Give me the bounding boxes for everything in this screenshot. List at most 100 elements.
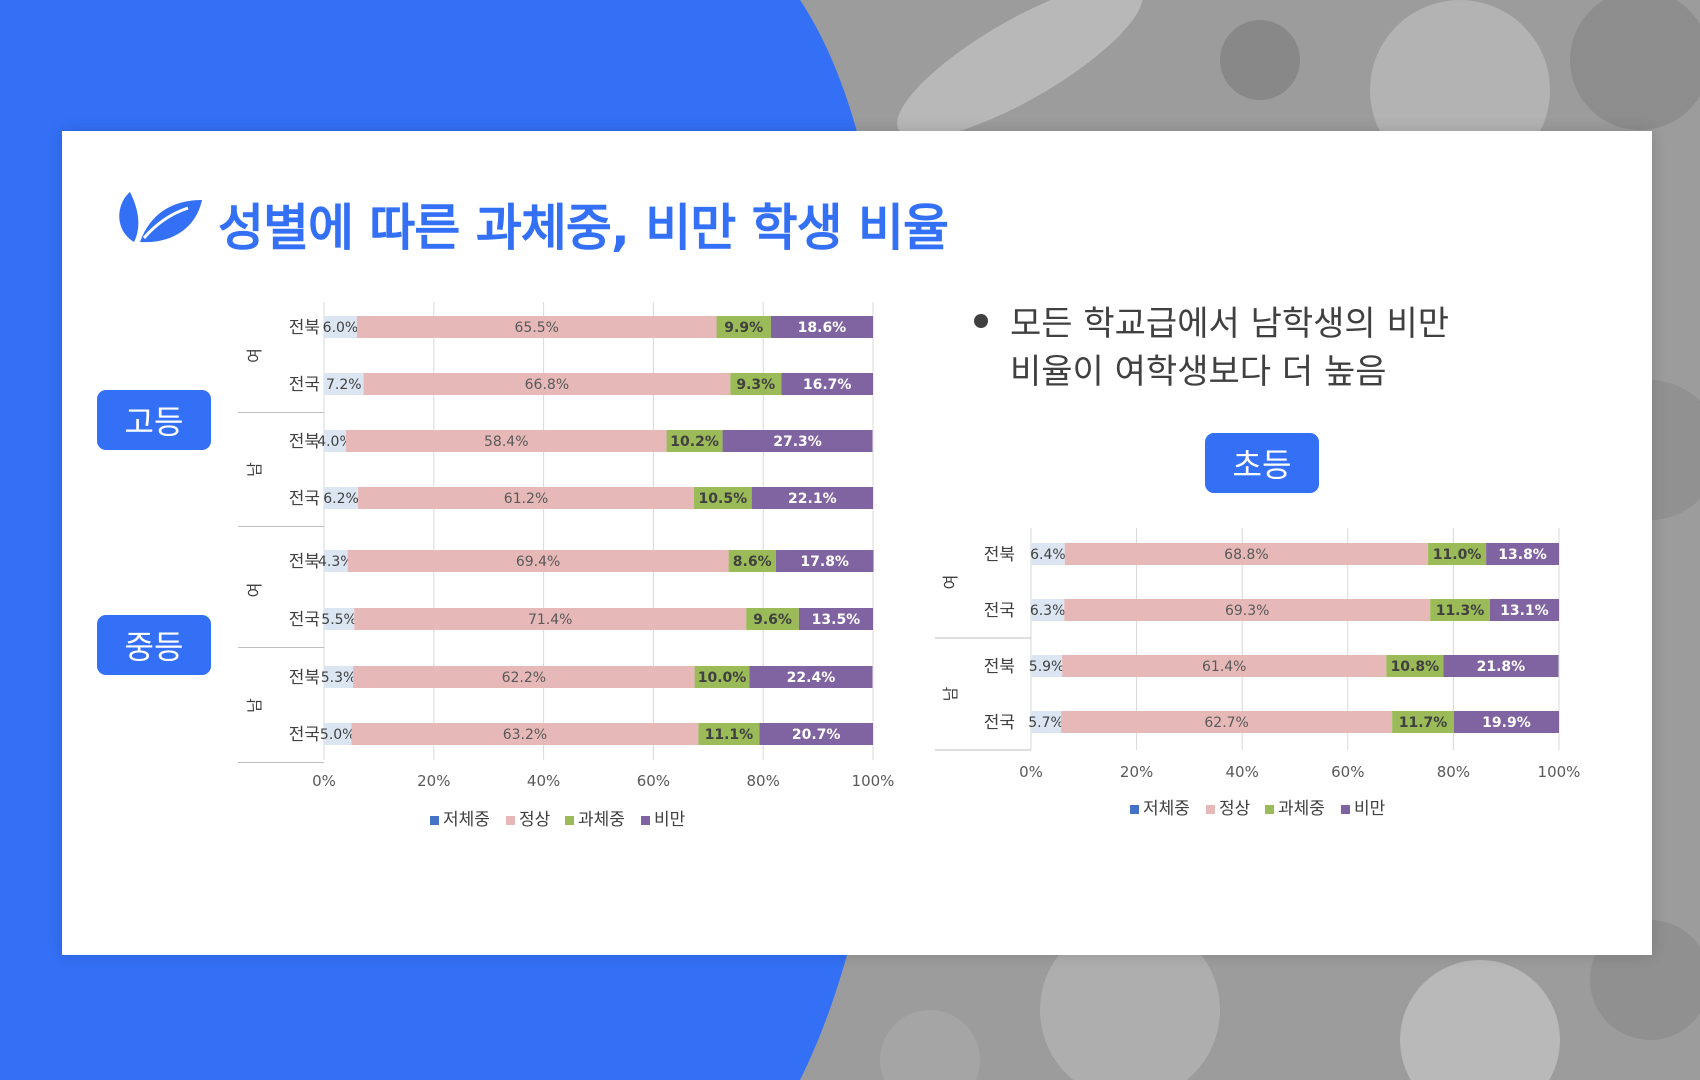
page-title: 성별에 따른 과체중, 비만 학생 비율 <box>218 199 949 257</box>
bar-segment <box>1031 599 1065 621</box>
badge-elementary-school: 초등 <box>1205 433 1319 493</box>
data-label: 9.3% <box>736 377 775 393</box>
bar-segment <box>775 550 874 572</box>
data-label: 61.2% <box>504 491 548 507</box>
legend-swatch <box>1130 805 1139 814</box>
bar-segment <box>716 316 771 338</box>
data-label: 58.4% <box>484 434 528 450</box>
legend-swatch <box>1341 805 1350 814</box>
data-label: 19.9% <box>1482 715 1531 731</box>
data-label: 6.3% <box>1030 603 1066 619</box>
data-label: 69.3% <box>1225 603 1269 619</box>
bar-segment <box>347 550 729 572</box>
category-label: 전북 <box>984 545 1015 565</box>
data-label: 21.8% <box>1477 659 1526 675</box>
bar-segment <box>351 723 699 745</box>
group-label: 여 <box>941 575 960 590</box>
legend-label: 과체중 <box>1278 799 1325 819</box>
bar-segment <box>1428 543 1487 565</box>
data-label: 13.8% <box>1498 547 1547 563</box>
data-label: 4.3% <box>318 554 354 570</box>
data-label: 20.7% <box>792 727 841 743</box>
x-tick-label: 60% <box>1331 763 1364 781</box>
x-tick-label: 0% <box>1019 763 1043 781</box>
data-label: 11.3% <box>1436 603 1485 619</box>
data-label: 27.3% <box>773 434 822 450</box>
data-label: 11.1% <box>705 727 754 743</box>
data-label: 7.2% <box>326 377 362 393</box>
bar-segment <box>749 666 873 688</box>
bar-segment <box>1453 711 1559 733</box>
bar-segment <box>1064 543 1429 565</box>
bar-segment <box>324 723 352 745</box>
x-tick-label: 80% <box>747 772 780 790</box>
bar-segment <box>324 487 359 509</box>
bar-segment <box>1489 599 1559 621</box>
bar-segment <box>324 550 348 572</box>
category-label: 전국 <box>984 601 1015 621</box>
data-label: 13.1% <box>1500 603 1549 619</box>
data-label: 68.8% <box>1224 547 1268 563</box>
data-label: 65.5% <box>514 320 558 336</box>
data-label: 8.6% <box>733 554 772 570</box>
x-tick-label: 20% <box>1120 763 1153 781</box>
note-line-1: 모든 학교급에서 남학생의 비만 <box>1010 304 1450 344</box>
group-label: 여 <box>245 348 264 363</box>
bar-segment <box>1062 655 1387 677</box>
legend-label: 비만 <box>654 810 686 830</box>
legend-swatch <box>1265 805 1274 814</box>
data-label: 22.1% <box>788 491 837 507</box>
bar-segment <box>354 608 747 630</box>
legend-label: 저체중 <box>1143 799 1190 819</box>
data-label: 9.9% <box>724 320 763 336</box>
note-line-2: 비율이 여학생보다 더 높음 <box>1010 352 1387 392</box>
data-label: 6.0% <box>323 320 359 336</box>
data-label: 66.8% <box>525 377 569 393</box>
data-label: 61.4% <box>1202 659 1246 675</box>
data-label: 5.0% <box>320 727 356 743</box>
bar-segment <box>356 316 717 338</box>
bar-segment <box>363 373 731 395</box>
bar-segment <box>666 430 723 452</box>
data-label: 5.9% <box>1029 659 1065 675</box>
legend-swatch <box>1206 805 1215 814</box>
bar-segment <box>1031 655 1063 677</box>
bar-segment <box>1443 655 1559 677</box>
category-label: 전북 <box>289 552 320 572</box>
category-label: 전국 <box>984 713 1015 733</box>
bar-segment <box>324 373 364 395</box>
bar-segment <box>694 666 750 688</box>
note-text: 모든 학교급에서 남학생의 비만 비율이 여학생보다 더 높음 <box>1010 300 1449 396</box>
data-label: 10.5% <box>699 491 748 507</box>
legend-label: 과체중 <box>578 810 625 830</box>
x-tick-label: 40% <box>1226 763 1259 781</box>
data-label: 5.3% <box>321 670 357 686</box>
group-label: 남 <box>941 686 960 701</box>
bar-segment <box>1430 599 1490 621</box>
bar-segment <box>324 666 354 688</box>
bar-segment <box>759 723 873 745</box>
data-label: 69.4% <box>516 554 560 570</box>
data-label: 10.0% <box>698 670 747 686</box>
x-tick-label: 0% <box>312 772 336 790</box>
data-label: 62.7% <box>1204 715 1248 731</box>
data-label: 62.2% <box>502 670 546 686</box>
legend-swatch <box>430 816 439 825</box>
badge-middle-school: 중등 <box>97 615 211 675</box>
group-label: 여 <box>245 583 264 598</box>
bar-segment <box>694 487 752 509</box>
data-label: 4.0% <box>317 434 353 450</box>
data-label: 71.4% <box>528 612 572 628</box>
category-label: 전북 <box>289 668 320 688</box>
data-label: 5.5% <box>321 612 357 628</box>
data-label: 9.6% <box>753 612 792 628</box>
x-tick-label: 80% <box>1437 763 1470 781</box>
group-label: 남 <box>245 462 264 477</box>
category-label: 전국 <box>289 725 320 745</box>
x-tick-label: 20% <box>417 772 450 790</box>
x-tick-label: 60% <box>637 772 670 790</box>
bar-segment <box>324 430 346 452</box>
x-tick-label: 100% <box>1538 763 1581 781</box>
bar-segment <box>1031 543 1065 565</box>
